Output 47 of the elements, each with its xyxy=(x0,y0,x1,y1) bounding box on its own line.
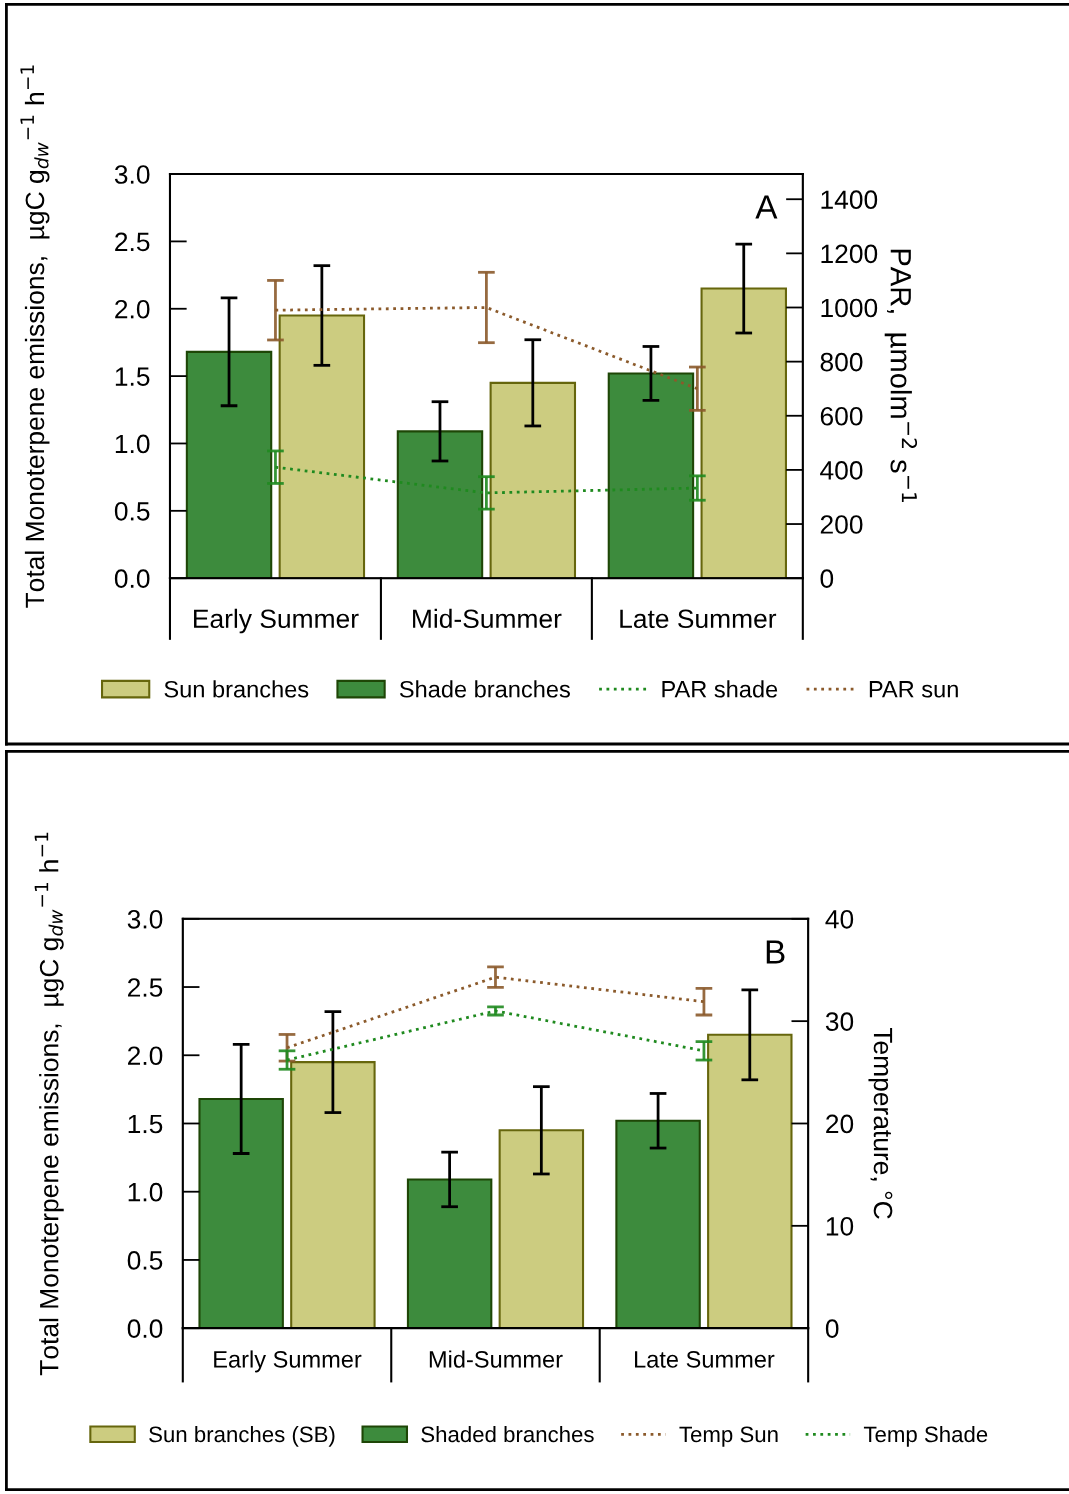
y-tick-label: 2.5 xyxy=(115,232,150,252)
y-tick-label: 1.5 xyxy=(128,1114,163,1134)
legend-label: Shade branches xyxy=(399,680,570,698)
y2-tick-label: 0 xyxy=(820,569,834,588)
y2-tick-label: 20 xyxy=(826,1114,854,1134)
y-tick-label: 0.0 xyxy=(127,1319,163,1338)
y-tick-label: 2.5 xyxy=(128,978,163,997)
legend-label: PAR shade xyxy=(662,680,778,698)
x-tick-label: Late Summer xyxy=(635,1351,775,1368)
y-tick-label: 2.0 xyxy=(115,299,150,319)
x-tick-label: Mid-Summer xyxy=(429,1350,563,1368)
y2-axis-title: Temperature, °C xyxy=(868,1027,893,1219)
y-tick-label: 0.0 xyxy=(114,569,150,588)
x-tick-label: Mid-Summer xyxy=(413,608,562,629)
legend-label: Sun branches (SB) xyxy=(149,1425,335,1447)
y2-axis-title: PAR, µmolm$^{−2}$ s$^{−1}$ xyxy=(884,249,918,503)
y2-tick-label: 600 xyxy=(820,406,863,426)
y2-tick-label: 40 xyxy=(825,909,854,929)
y2-tick-label: 200 xyxy=(820,515,863,534)
y-tick-label: 1.0 xyxy=(115,434,150,454)
y-tick-label: 3.0 xyxy=(127,909,163,929)
y2-tick-label: 400 xyxy=(820,461,863,480)
y-tick-label: 2.0 xyxy=(128,1046,163,1066)
y2-tick-label: 1400 xyxy=(821,190,878,210)
annotation: A xyxy=(755,195,778,219)
y2-tick-label: 10 xyxy=(826,1216,854,1236)
y-tick-label: 1.0 xyxy=(128,1182,163,1202)
annotation: B xyxy=(766,940,785,964)
y-tick-label: 0.5 xyxy=(114,501,150,521)
y-tick-label: 3.0 xyxy=(114,165,150,184)
legend-label: Temp Shade xyxy=(863,1425,988,1447)
y-axis-title: Total Monoterpene emissions, µgC g$_{dw}$$^{−1}$ h$^{−1}$ xyxy=(20,65,50,608)
legend-label: PAR sun xyxy=(869,681,958,698)
legend-label: Sun branches xyxy=(164,680,309,698)
y-tick-label: 1.5 xyxy=(115,367,150,386)
y-axis-title: Total Monoterpene emissions, µgC g$_{dw}$$^{−1}$ h$^{−1}$ xyxy=(34,832,64,1376)
x-tick-label: Early Summer xyxy=(194,608,359,634)
y2-tick-label: 800 xyxy=(820,352,863,372)
legend-label: Shaded branches xyxy=(421,1425,594,1443)
y-tick-label: 0.5 xyxy=(127,1251,163,1270)
y2-tick-label: 1200 xyxy=(821,244,878,264)
x-tick-label: Early Summer xyxy=(214,1350,362,1373)
legend-label: Temp Sun xyxy=(679,1426,778,1447)
y2-tick-label: 1000 xyxy=(821,298,878,318)
y2-tick-label: 30 xyxy=(825,1012,854,1031)
x-tick-label: Late Summer xyxy=(620,609,777,629)
y2-tick-label: 0 xyxy=(825,1319,839,1338)
